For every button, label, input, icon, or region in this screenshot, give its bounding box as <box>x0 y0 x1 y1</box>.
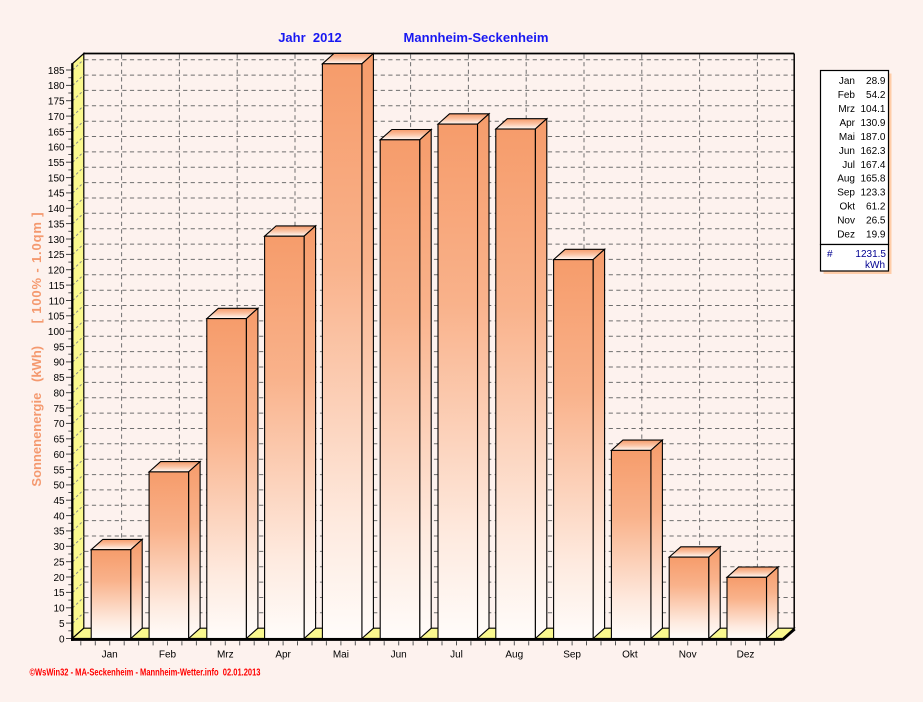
svg-text:Jahr 2012: Jahr 2012 <box>278 30 342 45</box>
svg-text:Jun: Jun <box>391 649 407 660</box>
svg-text:19.9: 19.9 <box>866 229 886 240</box>
svg-text:Nov: Nov <box>837 216 855 227</box>
svg-text:180: 180 <box>48 81 65 92</box>
svg-text:140: 140 <box>48 204 65 215</box>
svg-text:35: 35 <box>53 527 65 538</box>
svg-text:Okt: Okt <box>622 649 638 660</box>
svg-text:10: 10 <box>53 604 65 615</box>
svg-text:125: 125 <box>48 250 65 261</box>
svg-text:Jul: Jul <box>450 649 463 660</box>
svg-text:55: 55 <box>53 465 65 476</box>
svg-text:Jul: Jul <box>842 160 855 171</box>
svg-text:26.5: 26.5 <box>866 216 886 227</box>
svg-text:15: 15 <box>53 588 65 599</box>
svg-text:85: 85 <box>53 373 65 384</box>
svg-text:Jun: Jun <box>839 146 855 157</box>
svg-text:Aug: Aug <box>505 649 523 660</box>
svg-text:1231.5: 1231.5 <box>855 249 886 260</box>
svg-text:25: 25 <box>53 558 65 569</box>
svg-text:30: 30 <box>53 542 65 553</box>
svg-text:70: 70 <box>53 419 65 430</box>
svg-text:50: 50 <box>53 481 65 492</box>
svg-text:60: 60 <box>53 450 65 461</box>
svg-text:120: 120 <box>48 266 65 277</box>
svg-text:Sep: Sep <box>563 649 581 660</box>
svg-text:28.9: 28.9 <box>866 76 886 87</box>
svg-text:105: 105 <box>48 312 65 323</box>
svg-text:Mrz: Mrz <box>838 104 855 115</box>
svg-text:100: 100 <box>48 327 65 338</box>
svg-text:Mai: Mai <box>333 649 349 660</box>
svg-text:175: 175 <box>48 97 65 108</box>
svg-text:150: 150 <box>48 173 65 184</box>
svg-text:Okt: Okt <box>839 202 855 213</box>
svg-text:Jan: Jan <box>102 649 118 660</box>
svg-text:Apr: Apr <box>839 118 855 129</box>
svg-text:170: 170 <box>48 112 65 123</box>
svg-text:Sonnenenergie(kWh)[ 100% - 1.0: Sonnenenergie(kWh)[ 100% - 1.0qm ] <box>29 212 44 486</box>
svg-text:80: 80 <box>53 389 65 400</box>
svg-text:115: 115 <box>49 281 65 292</box>
svg-text:Jan: Jan <box>839 76 855 87</box>
svg-text:162.3: 162.3 <box>860 146 885 157</box>
svg-text:75: 75 <box>53 404 65 415</box>
svg-text:Nov: Nov <box>679 649 697 660</box>
svg-text:65: 65 <box>53 435 65 446</box>
svg-text:95: 95 <box>53 342 65 353</box>
svg-text:130: 130 <box>48 235 65 246</box>
svg-text:Sep: Sep <box>837 188 855 199</box>
svg-text:©WsWin32 - MA-Seckenheim - Man: ©WsWin32 - MA-Seckenheim - Mannheim-Wett… <box>30 668 261 679</box>
svg-text:45: 45 <box>53 496 65 507</box>
svg-text:54.2: 54.2 <box>866 90 886 101</box>
svg-text:20: 20 <box>53 573 65 584</box>
svg-text:90: 90 <box>53 358 65 369</box>
svg-text:145: 145 <box>48 189 65 200</box>
svg-text:Feb: Feb <box>838 90 856 101</box>
svg-text:Dez: Dez <box>837 229 855 240</box>
svg-text:Apr: Apr <box>275 649 291 660</box>
svg-text:110: 110 <box>49 296 65 307</box>
svg-text:61.2: 61.2 <box>866 202 886 213</box>
svg-text:5: 5 <box>59 619 65 630</box>
svg-text:185: 185 <box>48 66 65 77</box>
svg-text:Mannheim-Seckenheim: Mannheim-Seckenheim <box>404 30 549 45</box>
svg-text:Aug: Aug <box>837 174 855 185</box>
svg-text:Mai: Mai <box>839 132 855 143</box>
svg-text:104.1: 104.1 <box>860 104 885 115</box>
svg-text:167.4: 167.4 <box>860 160 885 171</box>
svg-text:Feb: Feb <box>159 649 177 660</box>
svg-text:160: 160 <box>48 143 65 154</box>
svg-text:0: 0 <box>59 634 65 645</box>
svg-text:165: 165 <box>48 127 65 138</box>
svg-text:Mrz: Mrz <box>217 649 234 660</box>
svg-text:187.0: 187.0 <box>860 132 885 143</box>
svg-text:40: 40 <box>53 511 65 522</box>
svg-text:165.8: 165.8 <box>860 174 885 185</box>
svg-text:kWh: kWh <box>865 260 885 271</box>
svg-text:155: 155 <box>48 158 65 169</box>
svg-text:130.9: 130.9 <box>860 118 885 129</box>
svg-text:Dez: Dez <box>737 649 755 660</box>
svg-text:123.3: 123.3 <box>860 188 885 199</box>
svg-text:#: # <box>827 249 833 260</box>
svg-text:135: 135 <box>48 219 65 230</box>
